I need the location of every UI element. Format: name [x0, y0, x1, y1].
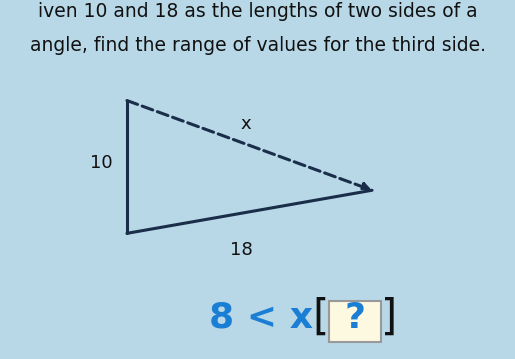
Text: iven 10 and 18 as the lengths of two sides of a: iven 10 and 18 as the lengths of two sid…	[38, 2, 477, 21]
Text: 8 < x <: 8 < x <	[210, 301, 369, 335]
Text: x: x	[241, 115, 251, 133]
Text: [: [	[312, 297, 329, 339]
Text: 18: 18	[230, 241, 253, 258]
FancyBboxPatch shape	[329, 301, 381, 342]
Text: ]: ]	[381, 297, 398, 339]
Text: ?: ?	[345, 301, 365, 335]
Text: angle, find the range of values for the third side.: angle, find the range of values for the …	[29, 36, 486, 55]
Text: 10: 10	[91, 154, 113, 172]
